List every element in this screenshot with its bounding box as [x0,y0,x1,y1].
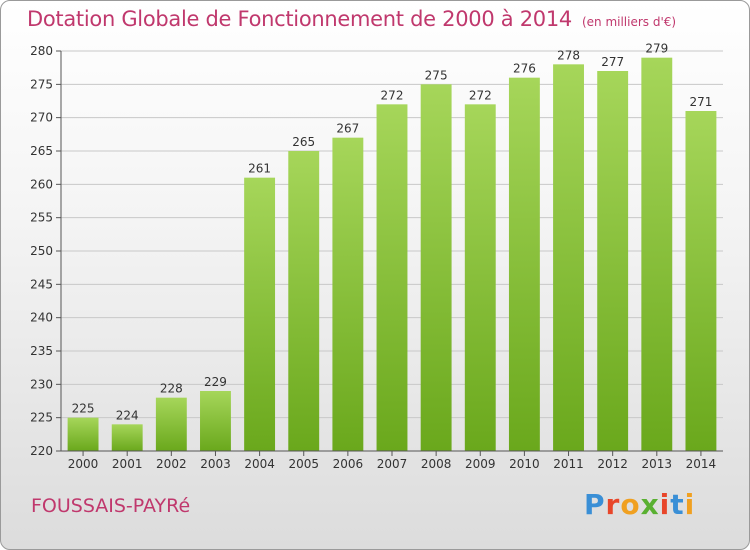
commune-name: FOUSSAIS-PAYRé [31,495,191,517]
proxiti-logo: Proxiti [584,488,695,521]
x-tick-label: 2012 [597,457,628,471]
data-label-2004: 261 [248,162,271,176]
y-tick-label: 250 [30,244,53,258]
bar-2005 [288,151,320,451]
bar-2014 [685,111,717,451]
y-tick-label: 240 [30,311,53,325]
x-tick-label: 2001 [112,457,143,471]
logo-letter: o [620,488,641,521]
y-tick-label: 280 [30,44,53,58]
data-label-2007: 272 [381,88,404,102]
chart-title-text: Dotation Globale de Fonctionnement de 20… [27,7,572,31]
logo-letter: P [584,488,606,521]
bar-2013 [641,57,673,452]
bar-2004 [244,177,276,451]
bars [67,57,717,452]
axes: 220 225 230 235 240 245 250 255 260 265 270 275 280 2… [30,44,723,471]
x-tick-label: 2014 [686,457,717,471]
x-tick-label: 2010 [509,457,540,471]
data-label-2013: 279 [645,42,668,56]
bar-2011 [553,64,584,452]
bar-2002 [155,397,187,451]
data-label-2001: 224 [116,408,139,422]
x-tick-label: 2005 [288,457,319,471]
logo-letter: i [684,488,696,521]
data-label-2014: 271 [689,95,712,109]
y-tick-label: 235 [30,344,53,358]
x-tick-label: 2008 [421,457,452,471]
y-tick-label: 260 [30,177,53,191]
data-label-2010: 276 [513,62,536,76]
data-label-2000: 225 [72,402,95,416]
bar-2009 [464,104,496,451]
y-tick-label: 275 [30,77,53,91]
data-label-2006: 267 [336,122,359,136]
bar-2006 [332,137,364,451]
logo-letter: r [605,488,621,521]
logo-letter: t [670,488,685,521]
y-tick-label: 220 [30,444,53,458]
data-label-2009: 272 [469,88,492,102]
bar-2010 [508,77,540,452]
bar-2012 [597,71,629,451]
x-tick-label: 2000 [68,457,99,471]
x-tick-label: 2006 [333,457,364,471]
chart-unit: (en milliers d'€) [581,15,677,29]
x-tick-label: 2003 [200,457,231,471]
data-labels: 225 224 228 229 261 265 267 272 275 272 276 278 277 2… [72,42,713,423]
x-tick-label: 2004 [244,457,275,471]
data-label-2011: 278 [557,48,580,62]
x-tick-label: 2013 [642,457,673,471]
bar-2000 [67,417,99,451]
x-tick-label: 2009 [465,457,496,471]
chart-title: Dotation Globale de Fonctionnement de 20… [27,7,676,31]
bar-2001 [111,424,143,451]
bar-2007 [376,104,408,451]
bar-2003 [200,391,231,451]
data-label-2003: 229 [204,375,227,389]
x-tick-label: 2011 [553,457,584,471]
data-label-2005: 265 [292,135,315,149]
y-tick-label: 270 [30,111,53,125]
y-tick-label: 225 [30,411,53,425]
x-tick-label: 2002 [156,457,187,471]
logo-letter: i [659,488,671,521]
data-label-2012: 277 [601,55,624,69]
data-label-2002: 228 [160,382,183,396]
x-tick-label: 2007 [377,457,408,471]
y-tick-label: 245 [30,277,53,291]
logo-letter: x [640,488,660,521]
data-label-2008: 275 [425,68,448,82]
y-tick-label: 255 [30,211,53,225]
y-tick-label: 265 [30,144,53,158]
bar-2008 [420,84,452,451]
y-tick-label: 230 [30,377,53,391]
